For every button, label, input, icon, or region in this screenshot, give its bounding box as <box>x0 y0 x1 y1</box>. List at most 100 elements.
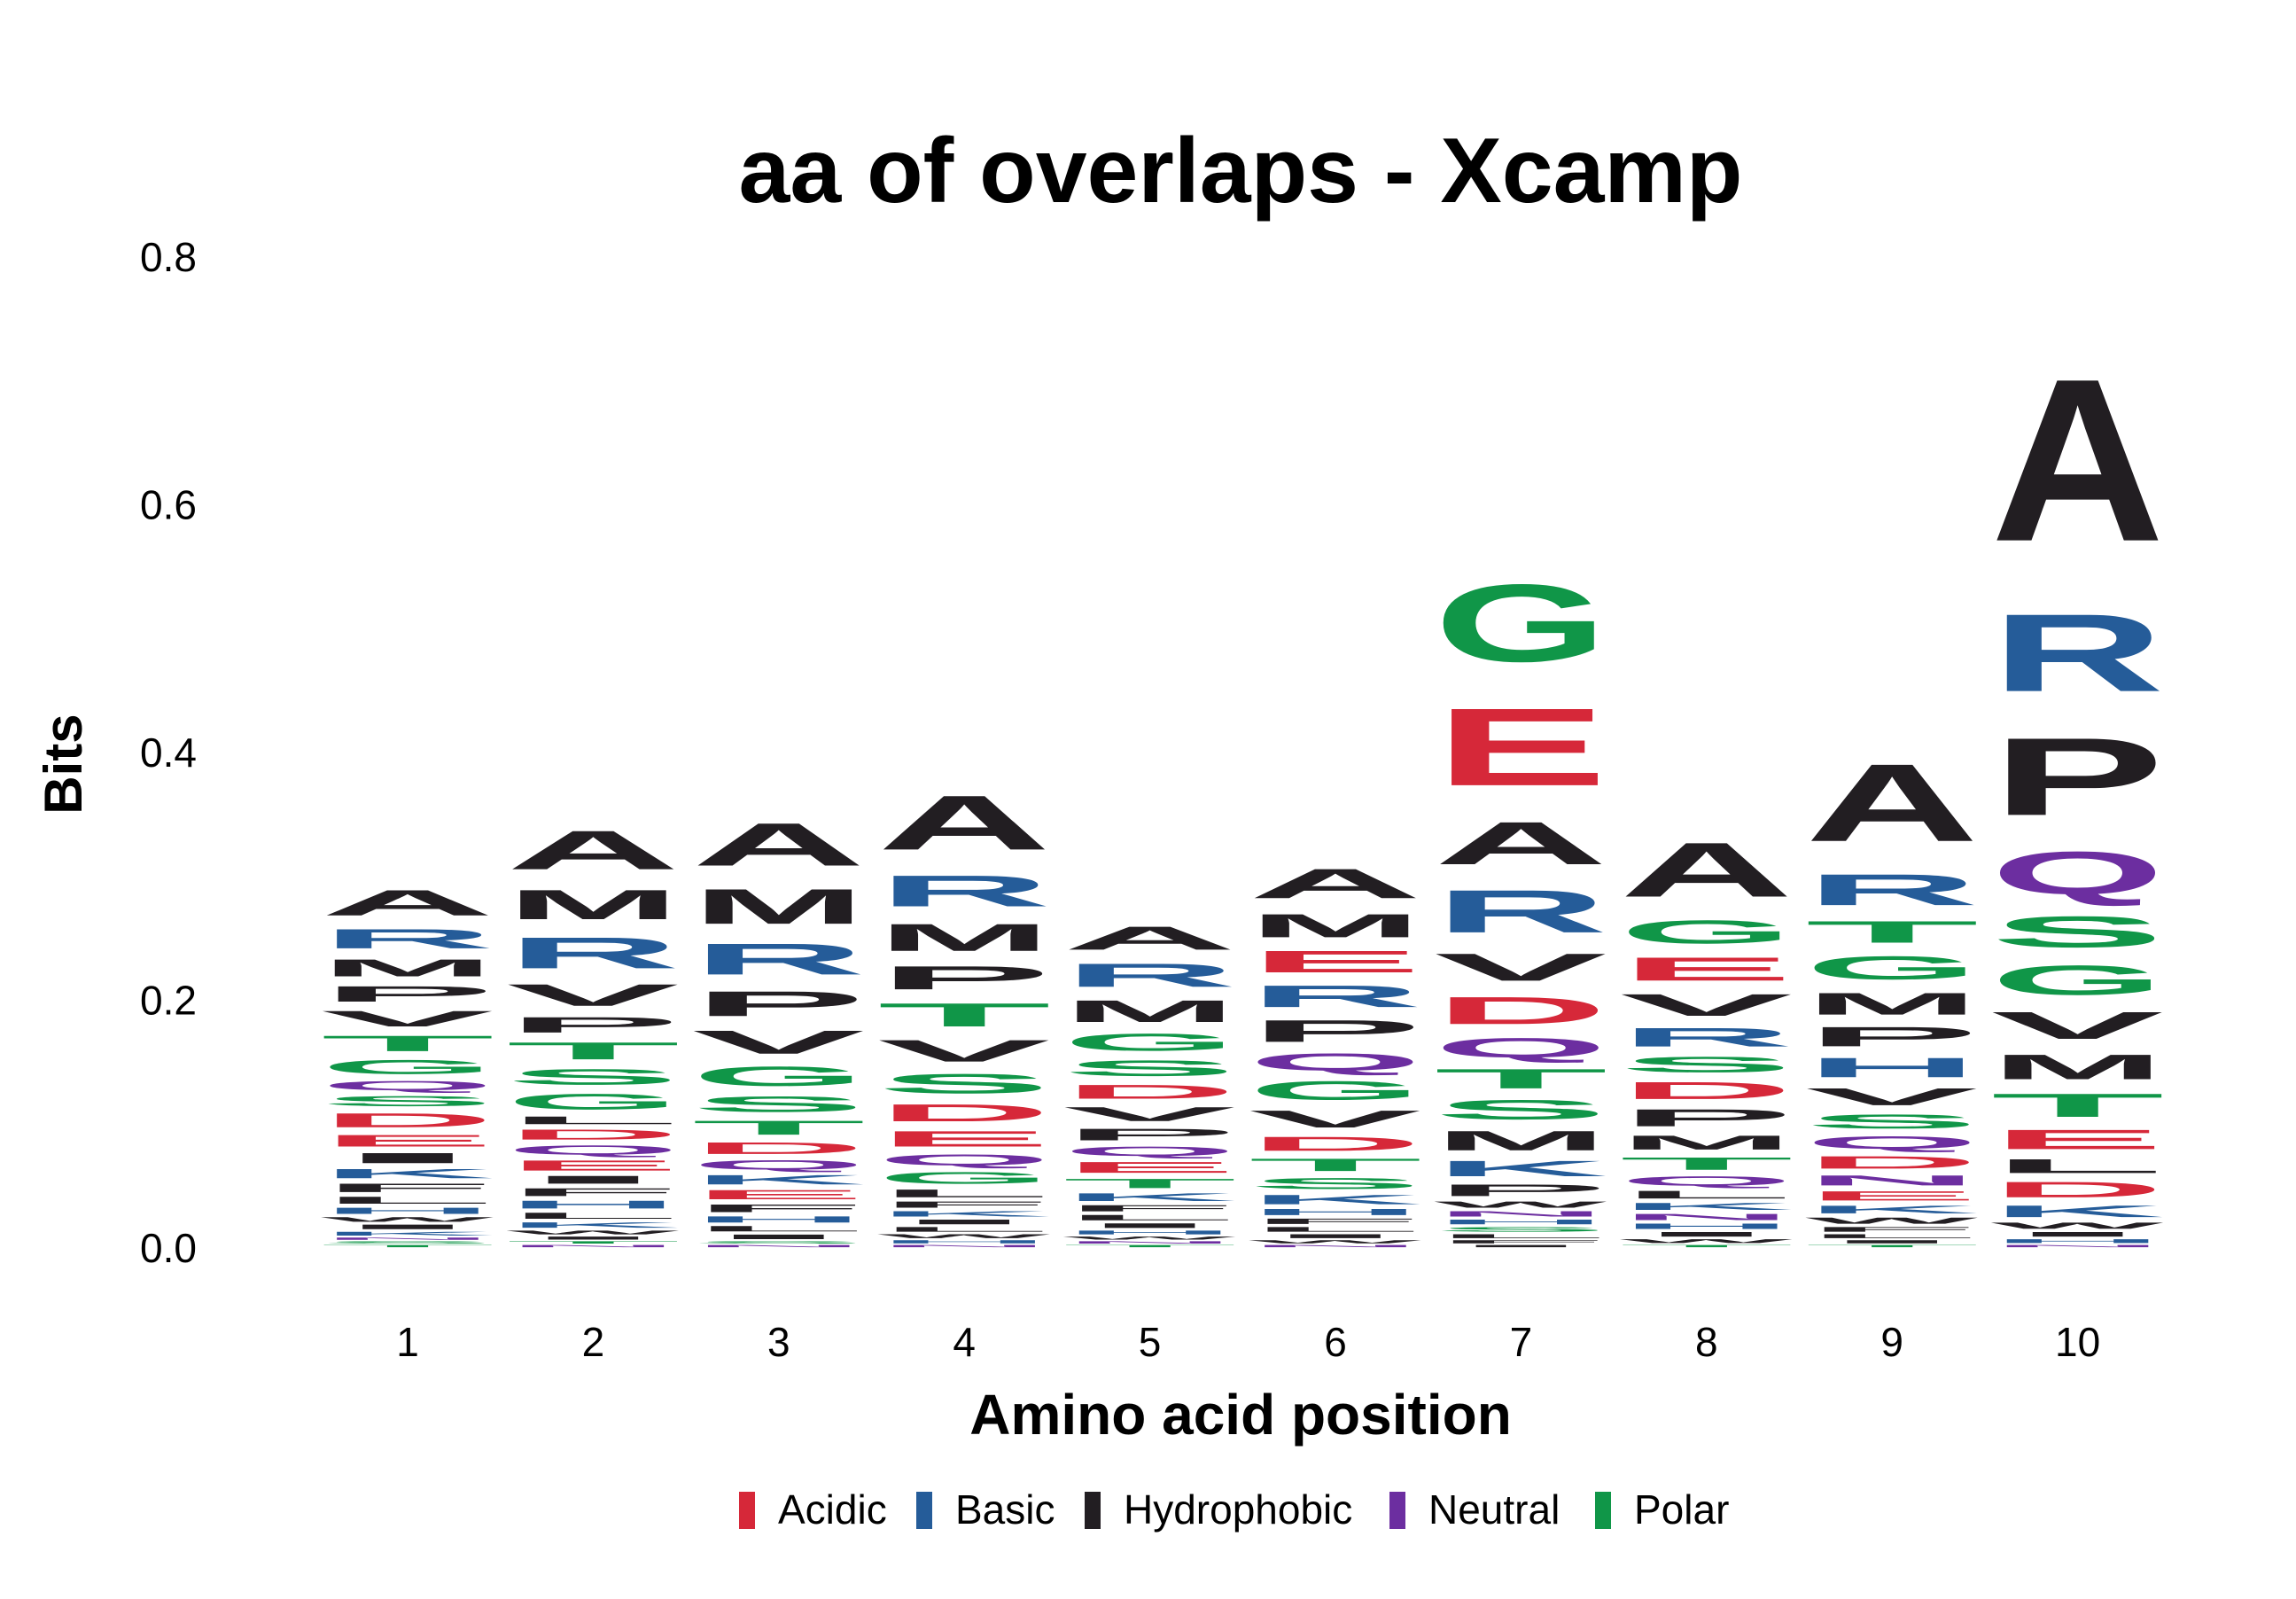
logo-letter-V: V <box>1434 946 1607 989</box>
logo-letter-D: D <box>692 1139 866 1158</box>
logo-letter-T: T <box>1434 1064 1607 1095</box>
logo-letter-V: V <box>1249 1105 1421 1133</box>
logo-letter-T: T <box>1805 915 1979 949</box>
logo-letter-P: P <box>1434 1182 1607 1200</box>
logo-letter-M: M <box>1991 1047 2165 1087</box>
logo-letter-L: L <box>1249 1226 1422 1233</box>
logo-letter-Q: Q <box>1620 1174 1794 1189</box>
logo-letter-S: S <box>321 1241 494 1244</box>
logo-letter-L: L <box>877 1226 1051 1233</box>
logo-letter-Q: Q <box>1805 1133 1979 1152</box>
logo-letter-P: P <box>506 1012 680 1037</box>
logo-letter-H: H <box>1620 1222 1794 1231</box>
logo-letter-E: E <box>506 1158 680 1174</box>
logo-letter-K: K <box>506 1221 680 1229</box>
logo-letter-R: R <box>321 924 494 955</box>
logo-letter-E: E <box>1063 1158 1237 1175</box>
logo-letter-W: W <box>1434 1199 1607 1209</box>
logo-letter-T: T <box>506 1037 680 1065</box>
logo-letter-W: W <box>1991 1221 2164 1230</box>
logo-letter-K: K <box>877 1210 1051 1219</box>
logo-letter-W: W <box>321 1216 494 1223</box>
logo-stacks: TSNKIWHLFKIEDSQGTVPMRANTIWKLHFIEQDLGSTPV… <box>321 331 2165 1248</box>
logo-letter-G: G <box>1434 562 1607 685</box>
legend-label-basic: Basic <box>955 1486 1055 1533</box>
logo-letter-M: M <box>877 916 1051 959</box>
logo-letter-H: H <box>1063 1229 1237 1236</box>
logo-letter-E: E <box>321 1132 494 1150</box>
logo-letter-T: T <box>877 996 1051 1034</box>
logo-letter-M: M <box>321 955 494 982</box>
logo-letter-P: P <box>1805 1021 1979 1052</box>
logo-letter-N: N <box>1620 1212 1794 1221</box>
logo-letter-H: H <box>1249 1207 1422 1217</box>
logo-letter-E: E <box>1620 951 1794 988</box>
logo-letter-S: S <box>1063 1056 1237 1080</box>
logo-letter-L: L <box>321 1195 494 1206</box>
chart-title: aa of overlaps - Xcamp <box>739 120 1743 222</box>
logo-letter-E: E <box>692 1188 866 1203</box>
logo-letter-W: W <box>506 1229 679 1236</box>
logo-letter-N: N <box>1805 1173 1979 1189</box>
y-axis-title: Bits <box>34 714 93 814</box>
logo-letter-A: A <box>506 819 680 881</box>
logo-letter-D: D <box>1991 1177 2165 1202</box>
logo-letter-H: H <box>506 1198 680 1211</box>
logo-letter-F: F <box>321 1181 494 1194</box>
logo-letter-M: M <box>692 879 866 935</box>
logo-letter-F: F <box>1063 1204 1237 1213</box>
logo-letter-V: V <box>1991 1004 2164 1048</box>
logo-letter-S: S <box>692 1241 866 1244</box>
logo-letter-S: S <box>1249 1175 1422 1192</box>
logo-letter-Q: Q <box>506 1143 680 1158</box>
logo-letter-H: H <box>321 1205 494 1215</box>
logo-letter-A: A <box>1434 809 1607 878</box>
logo-letter-P: P <box>321 981 494 1006</box>
legend-label-acidic: Acidic <box>778 1486 887 1533</box>
logo-letter-L: L <box>1991 1155 2165 1177</box>
logo-letter-G: G <box>506 1089 680 1114</box>
logo-letter-H: H <box>1991 1238 2165 1244</box>
logo-letter-I: I <box>321 1223 494 1230</box>
logo-letter-W: W <box>1249 1239 1421 1244</box>
logo-letter-R: R <box>1063 957 1237 994</box>
logo-letter-R: R <box>1434 878 1607 946</box>
logo-letter-A: A <box>1249 861 1422 908</box>
logo-letter-M: M <box>1434 1125 1607 1156</box>
logo-letter-L: L <box>506 1114 680 1127</box>
x-tick-label: 8 <box>1695 1319 1718 1365</box>
x-axis: 1 2 3 4 5 6 7 8 9 10 <box>396 1319 2100 1365</box>
logo-letter-K: K <box>1991 1202 2165 1221</box>
logo-letter-I: I <box>506 1236 680 1241</box>
logo-letter-G: G <box>877 1168 1051 1187</box>
logo-letter-I: I <box>692 1233 866 1240</box>
logo-letter-V: V <box>1805 1083 1978 1111</box>
logo-letter-V: V <box>506 978 679 1012</box>
logo-letter-D: D <box>321 1109 494 1131</box>
logo-letter-V: V <box>877 1034 1050 1068</box>
logo-letter-T: T <box>692 1117 866 1139</box>
logo-letter-D: D <box>1620 1077 1794 1104</box>
logo-letter-T: T <box>321 1031 494 1056</box>
y-axis: 0.0 0.2 0.4 0.6 0.8 <box>140 234 197 1271</box>
logo-letter-D: D <box>877 1099 1051 1127</box>
logo-letter-S: S <box>877 1068 1051 1099</box>
legend-label-hydrophobic: Hydrophobic <box>1124 1486 1352 1533</box>
logo-letter-T: T <box>1249 1155 1422 1174</box>
logo-letter-T: T <box>1620 1154 1794 1174</box>
logo-letter-L: L <box>692 1224 866 1233</box>
logo-letter-K: K <box>321 1166 494 1182</box>
y-tick-label: 0.8 <box>140 234 197 280</box>
y-tick-label: 0.0 <box>140 1225 197 1271</box>
logo-letter-M: M <box>1063 994 1237 1028</box>
x-tick-label: 4 <box>953 1319 976 1365</box>
logo-letter-T: T <box>1063 1244 1237 1248</box>
logo-letter-A: A <box>1805 741 1979 864</box>
logo-letter-L: L <box>877 1187 1051 1199</box>
logo-letter-G: G <box>692 1061 866 1092</box>
